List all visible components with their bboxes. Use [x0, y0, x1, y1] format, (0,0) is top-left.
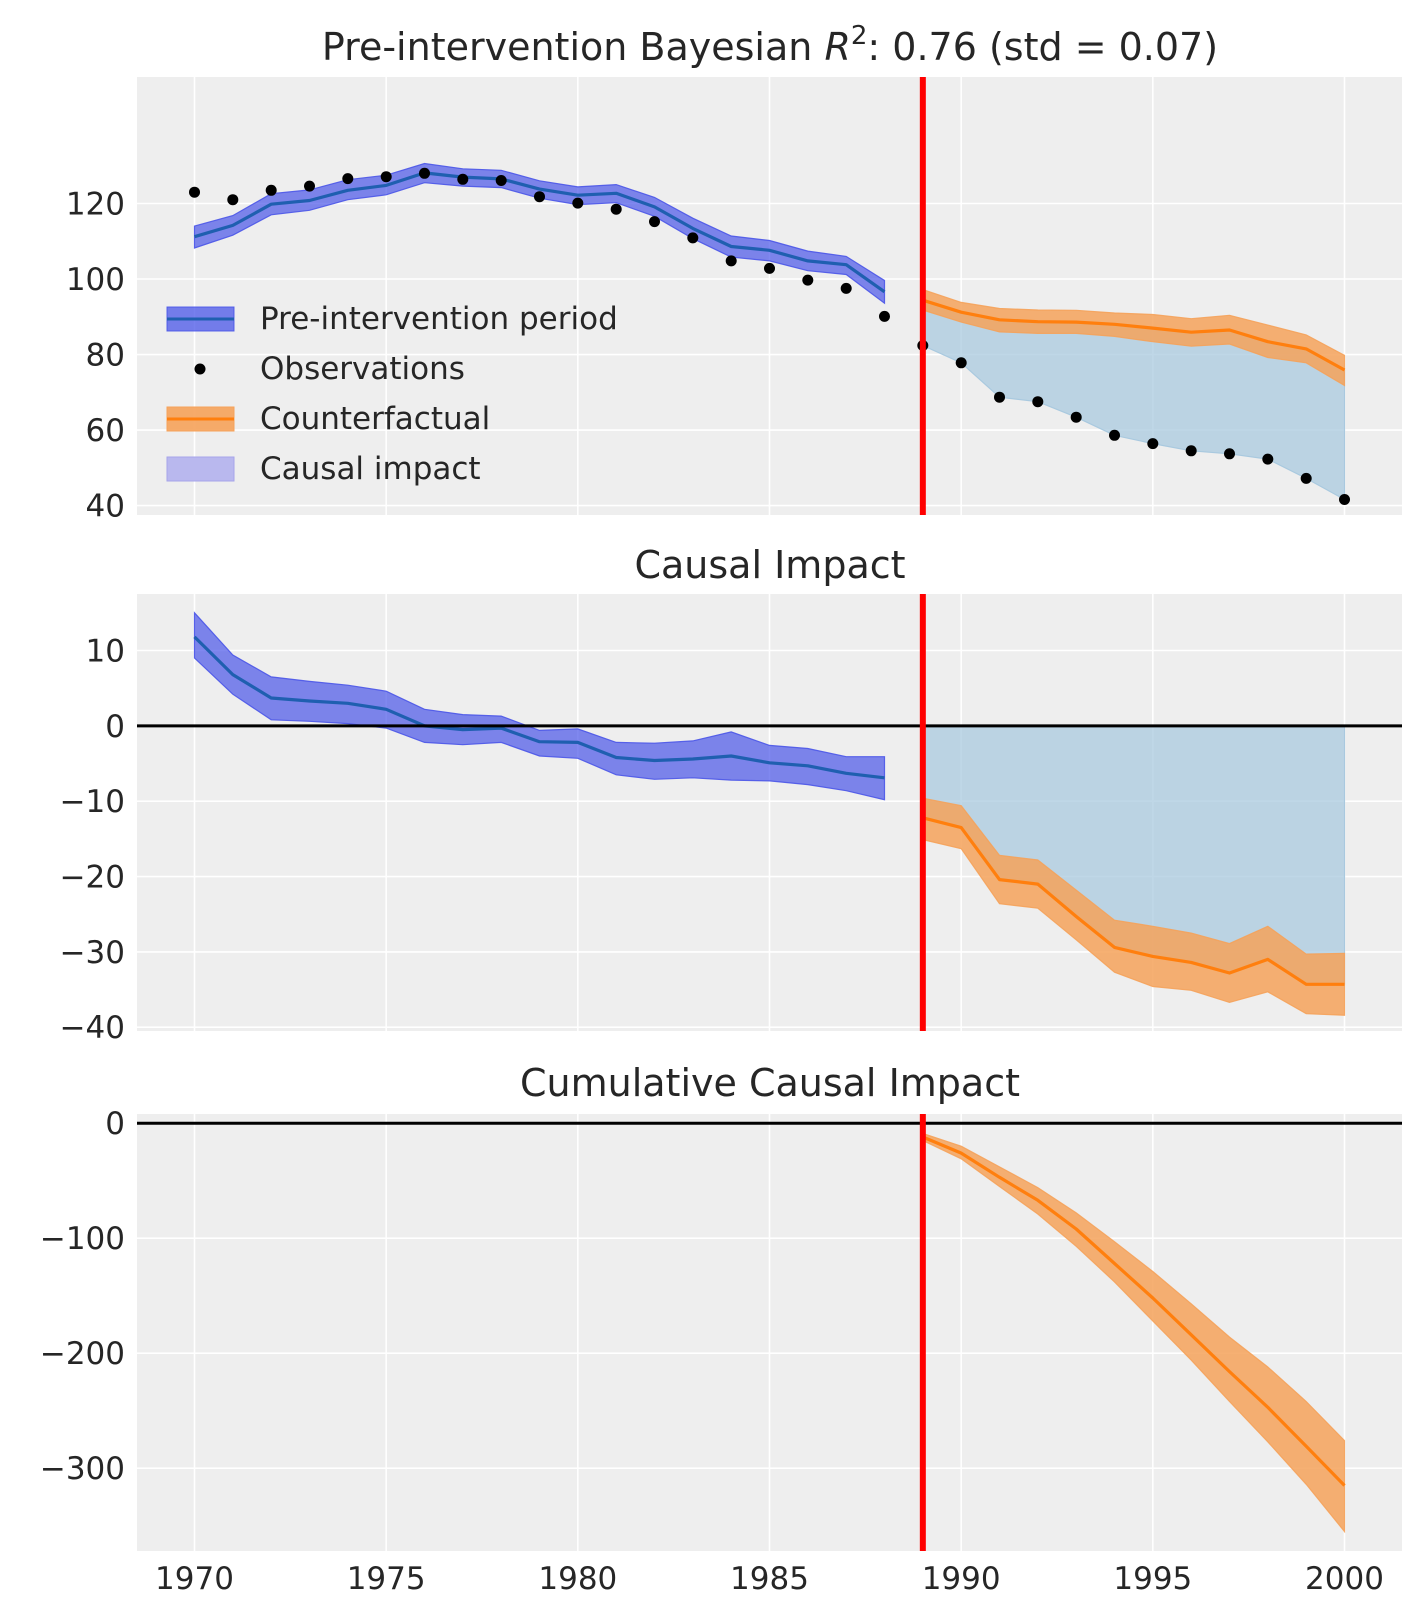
mean-line: [922, 298, 1346, 372]
legend-label-pre-intervention: Pre-intervention period: [260, 301, 618, 337]
panel2-title: Causal Impact: [634, 543, 905, 587]
observation-point: [687, 232, 699, 244]
observation-point: [304, 180, 315, 192]
x-tick-label: 1985: [730, 1561, 809, 1597]
y-tick-label: −10: [60, 784, 125, 820]
legend-entry-observations: Observations: [194, 351, 465, 387]
observation-point: [725, 255, 737, 267]
legend-marker-observations: [194, 363, 206, 375]
observation-point: [1109, 429, 1120, 441]
legend-entry-pre-intervention: Pre-intervention period: [166, 301, 618, 337]
x-tick-label: 1975: [347, 1561, 426, 1597]
x-tick-label: 1990: [922, 1561, 1001, 1597]
x-tick-label: 2000: [1305, 1561, 1384, 1597]
panel-causal-impact: Causal Impact −40 −30 −20 −10 0 10: [60, 543, 1402, 1046]
observation-point: [1224, 448, 1235, 460]
observation-point: [1032, 396, 1044, 408]
observation-point: [189, 186, 200, 198]
x-tick-label: 1995: [1113, 1561, 1192, 1597]
observation-point: [380, 171, 392, 183]
observation-point: [840, 282, 852, 294]
observation-point: [534, 191, 545, 203]
observation-point: [649, 216, 660, 228]
y-tick-label: −100: [40, 1221, 125, 1257]
x-tick-label: 1970: [155, 1561, 234, 1597]
legend-entry-causal-impact: Causal impact: [166, 451, 481, 487]
y-tick-label: −30: [60, 935, 125, 971]
legend-label-causal-impact: Causal impact: [260, 451, 481, 487]
credible-band: [193, 611, 886, 801]
x-tick-label: 1980: [538, 1561, 617, 1597]
observation-point: [955, 357, 967, 369]
y-tick-label: 10: [86, 634, 125, 670]
observation-point: [227, 194, 239, 206]
credible-band: [922, 797, 1346, 1016]
panel-cumulative-impact: Cumulative Causal Impact −300 −200 −100 0 1…: [40, 1061, 1402, 1597]
observation-point: [879, 310, 890, 322]
panel3-title: Cumulative Causal Impact: [520, 1061, 1020, 1105]
y-tick-label: 0: [105, 709, 125, 745]
y-tick-label: −20: [60, 860, 125, 896]
observation-point: [610, 203, 622, 215]
legend-entry-counterfactual: Counterfactual: [166, 401, 490, 437]
observation-point: [802, 274, 814, 286]
panel1-legend: Pre-intervention period Observations Cou…: [166, 301, 618, 487]
panel-pre-intervention: Pre-intervention Bayesian R2: 0.76 (std …: [66, 21, 1402, 525]
credible-band: [922, 1132, 1346, 1534]
y-tick-label: 80: [86, 338, 125, 374]
observation-point: [342, 173, 354, 185]
observation-point: [764, 262, 775, 274]
mean-line: [194, 171, 886, 294]
observation-point: [572, 197, 584, 209]
y-tick-label: 40: [86, 489, 125, 525]
observation-point: [994, 391, 1005, 403]
y-tick-label: −40: [60, 1010, 125, 1046]
observation-point: [419, 167, 430, 179]
mean-line: [922, 1135, 1346, 1487]
mean-line: [922, 816, 1345, 986]
observation-point: [1300, 472, 1312, 484]
observation-point: [1185, 445, 1197, 457]
observation-point: [1339, 494, 1350, 505]
observation-point: [457, 173, 469, 185]
y-tick-label: −300: [40, 1451, 125, 1487]
y-tick-label: −200: [40, 1336, 125, 1372]
legend-label-observations: Observations: [260, 351, 465, 387]
y-tick-label: 60: [86, 413, 125, 449]
y-tick-label: 100: [66, 262, 125, 298]
mean-line: [193, 635, 885, 780]
observation-point: [1147, 438, 1159, 450]
legend-label-counterfactual: Counterfactual: [260, 401, 490, 437]
credible-band: [922, 288, 1346, 387]
y-tick-label: 120: [66, 186, 125, 222]
panel1-title: Pre-intervention Bayesian R2: 0.76 (std …: [322, 21, 1218, 69]
observation-point: [495, 175, 507, 186]
y-tick-label: 0: [105, 1106, 125, 1142]
observation-point: [265, 184, 277, 196]
observation-point: [1070, 411, 1082, 423]
legend-swatch-causal-impact: [166, 456, 235, 482]
observation-point: [1262, 453, 1274, 465]
